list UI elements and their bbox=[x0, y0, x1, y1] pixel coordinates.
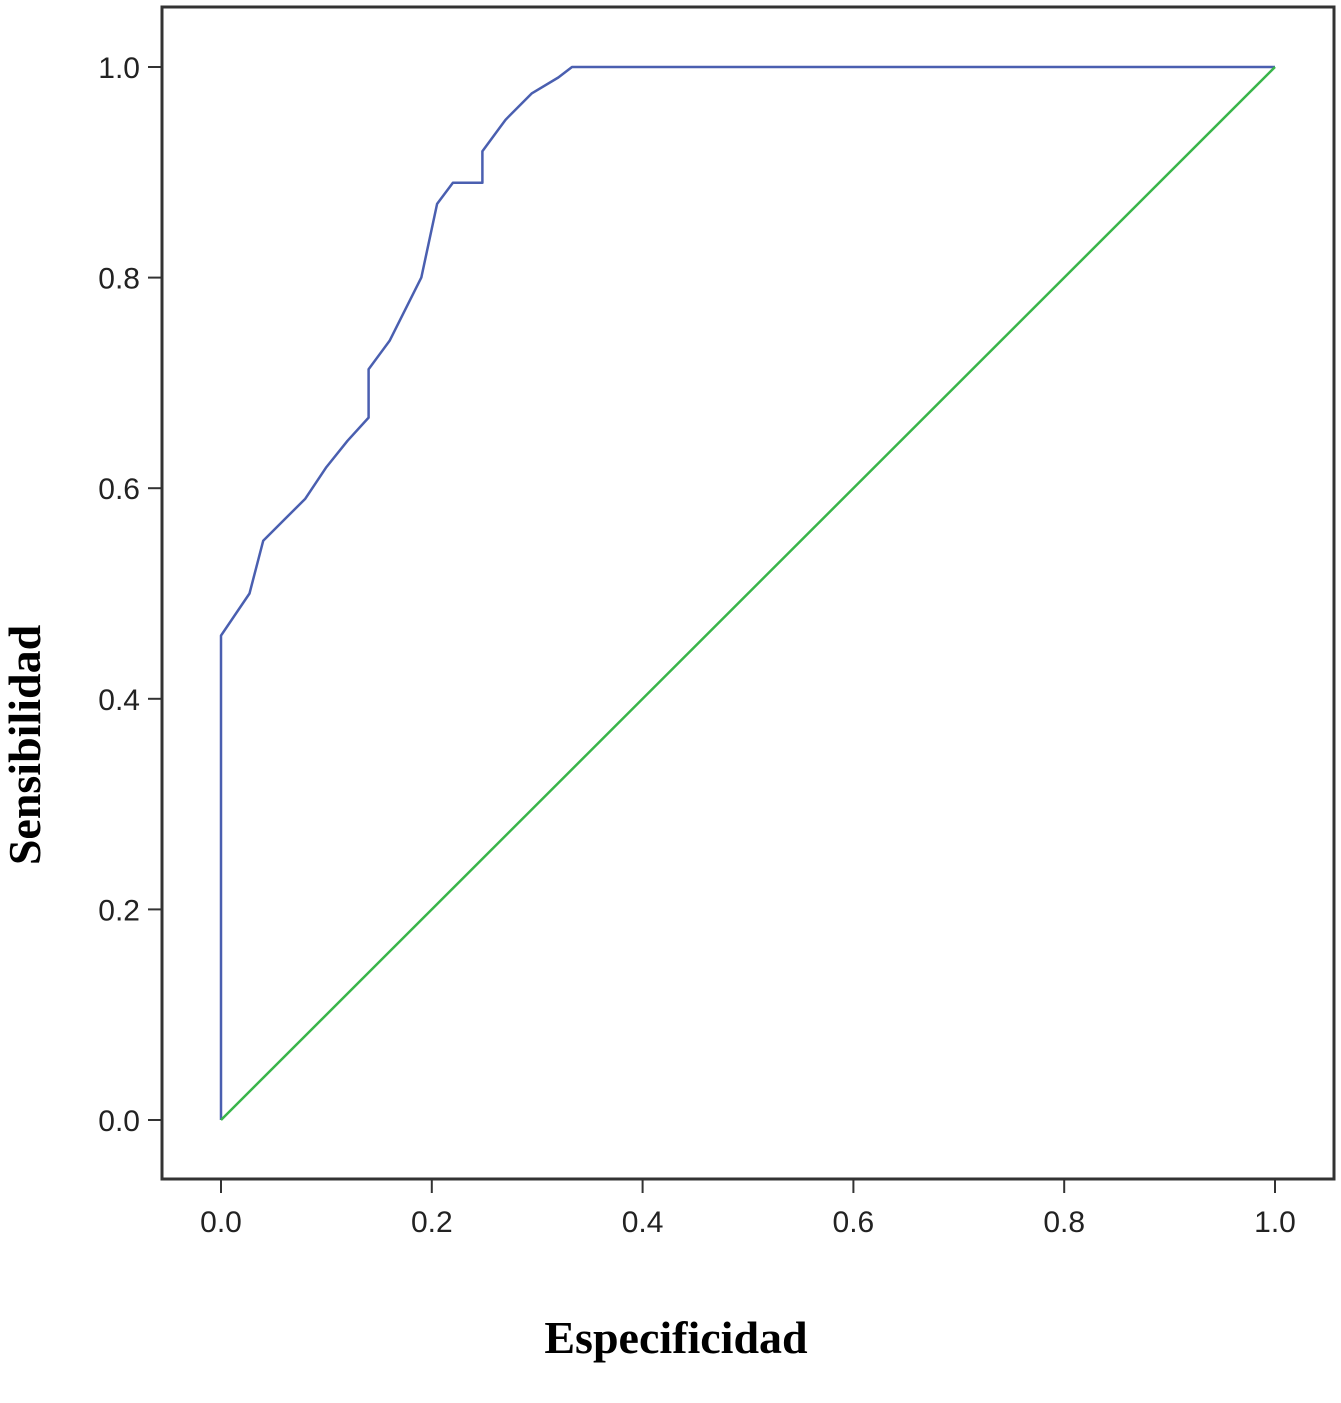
x-tick-label: 0.8 bbox=[1043, 1206, 1085, 1239]
x-tick-label: 0.6 bbox=[833, 1206, 875, 1239]
y-tick-label: 0.8 bbox=[98, 263, 140, 296]
y-tick-label: 1.0 bbox=[98, 52, 140, 85]
y-axis-title: Sensibilidad bbox=[0, 624, 50, 865]
x-tick-label: 0.2 bbox=[411, 1206, 453, 1239]
series-layer bbox=[219, 65, 1276, 1121]
y-tick-label: 0.2 bbox=[98, 894, 140, 927]
y-tick-label: 0.0 bbox=[98, 1105, 140, 1138]
y-axis: 0.0 0.2 0.4 0.6 0.8 1.0 bbox=[98, 52, 162, 1138]
x-tick-label: 1.0 bbox=[1254, 1206, 1296, 1239]
x-tick-label: 0.4 bbox=[622, 1206, 664, 1239]
reference-diagonal-line bbox=[220, 66, 1276, 1121]
y-tick-label: 0.4 bbox=[98, 684, 140, 717]
y-tick-label: 0.6 bbox=[98, 473, 140, 506]
roc-curve-line bbox=[219, 65, 1275, 1120]
x-axis: 0.0 0.2 0.4 0.6 0.8 1.0 bbox=[200, 1179, 1296, 1239]
x-axis-title: Especificidad bbox=[544, 1312, 808, 1363]
x-tick-label: 0.0 bbox=[200, 1206, 242, 1239]
